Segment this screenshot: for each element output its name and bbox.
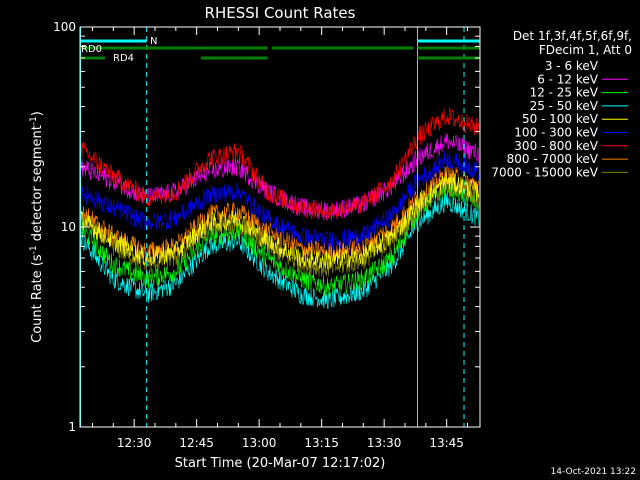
legend-entry-label-6: 300 - 800 keV — [514, 139, 598, 153]
x-tick-label-1: 12:45 — [179, 436, 214, 450]
y-tick-label-2: 100 — [53, 20, 76, 34]
x-tick-label-5: 13:45 — [429, 436, 464, 450]
x-tick-label-3: 13:15 — [304, 436, 339, 450]
legend-entry-label-4: 50 - 100 keV — [522, 112, 599, 126]
series-line-6 — [80, 107, 480, 221]
flag-N-label: N — [150, 36, 157, 47]
legend-entry-label-5: 100 - 300 keV — [514, 126, 598, 140]
series-line-3 — [80, 192, 480, 310]
legend-header-line-2: FDecim 1, Att 0 — [539, 43, 632, 57]
series-line-7 — [80, 164, 480, 262]
series-line-8 — [80, 177, 480, 277]
flag-RD0-label: RD0 — [81, 44, 102, 55]
x-tick-label-4: 13:30 — [367, 436, 402, 450]
legend-entry-label-3: 25 - 50 keV — [530, 99, 599, 113]
legend-entry-label-1: 6 - 12 keV — [537, 72, 599, 86]
x-axis-label: Start Time (20-Mar-07 12:17:02) — [175, 456, 386, 471]
plot-area — [80, 27, 480, 427]
legend-entry-label-0: 3 - 6 keV — [545, 59, 599, 73]
series-line-5 — [80, 150, 480, 251]
chart-title: RHESSI Count Rates — [205, 4, 356, 22]
x-tick-label-2: 13:00 — [242, 436, 277, 450]
y-tick-label-1: 10 — [61, 220, 76, 234]
axes: 12:30 12:45 13:00 13:15 13:30 13:45 1 10 100 — [53, 20, 480, 450]
legend-entry-label-7: 800 - 7000 keV — [507, 152, 599, 166]
legend: Det 1f,3f,4f,5f,6f,9f, FDecim 1, Att 0 3… — [491, 29, 632, 179]
y-tick-label-0: 1 — [68, 420, 76, 434]
x-tick-label-0: 12:30 — [117, 436, 152, 450]
legend-header-line-1: Det 1f,3f,4f,5f,6f,9f, — [513, 29, 632, 43]
y-axis-label-close: ) — [30, 111, 45, 116]
y-axis-label-sup: -1 — [29, 245, 39, 254]
footer-date: 14-Oct-2021 13:22 — [551, 467, 636, 477]
y-axis-label: Count Rate (s-1 detector segment-1) — [29, 111, 45, 343]
legend-entry-label-2: 12 - 25 keV — [530, 86, 599, 100]
y-axis-label-tail: detector segment — [30, 125, 45, 245]
y-axis-label-tail-sup: -1 — [29, 116, 39, 125]
series-line-4 — [80, 172, 480, 270]
flag-bars: N RD0 RD4 — [80, 36, 480, 64]
legend-entry-label-8: 7000 - 15000 keV — [491, 165, 598, 179]
y-axis-label-main: Count Rate (s — [30, 254, 45, 343]
flag-RD4-label: RD4 — [113, 53, 134, 64]
